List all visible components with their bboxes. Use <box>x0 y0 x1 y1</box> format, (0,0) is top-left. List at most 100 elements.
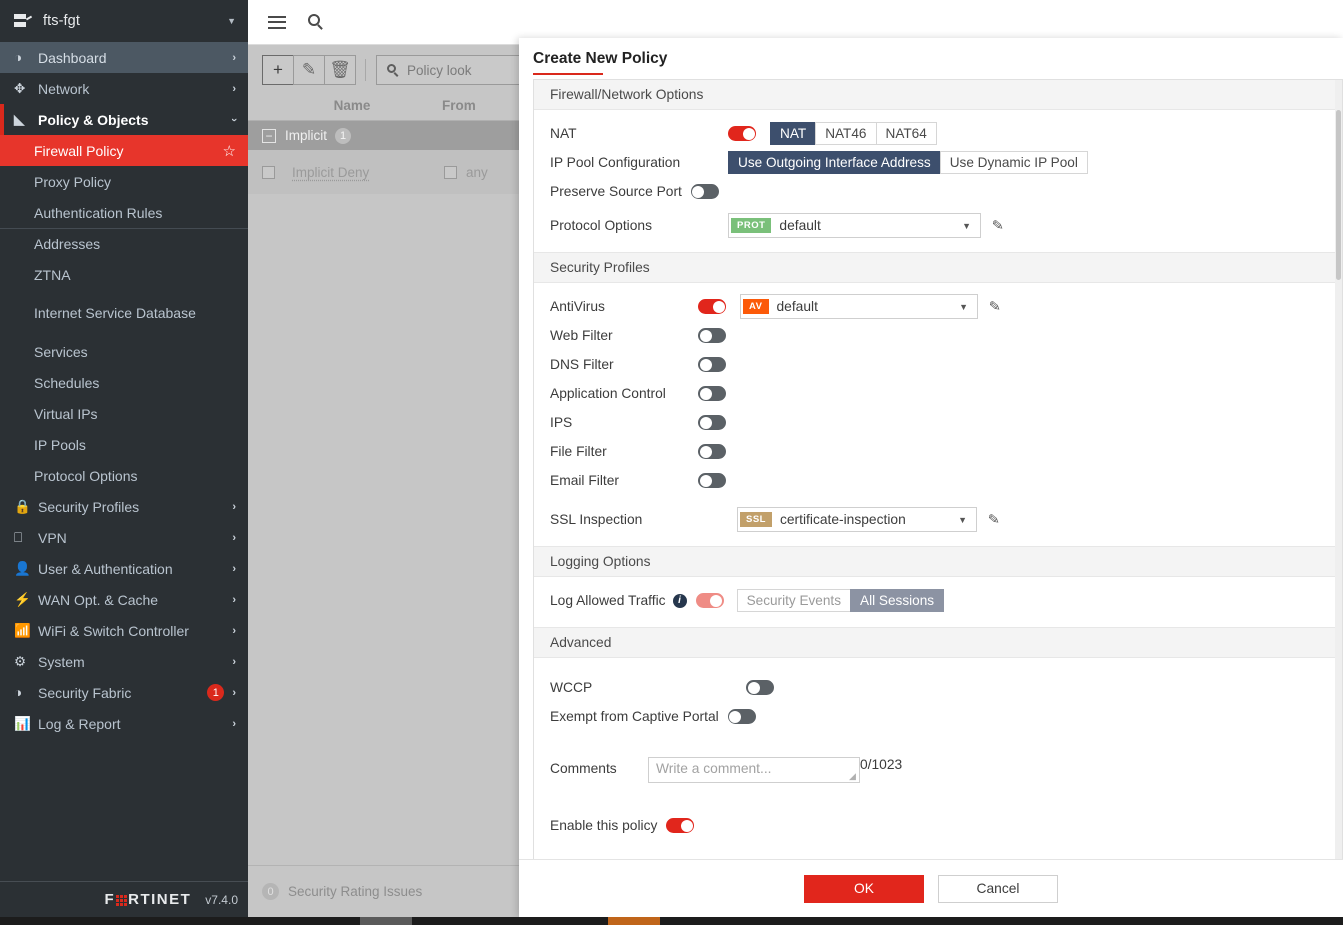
chevron-down-icon[interactable]: ▼ <box>958 514 967 525</box>
sidebar-item-proxy-policy[interactable]: Proxy Policy <box>0 166 248 197</box>
column-header-from[interactable]: From <box>442 98 476 113</box>
antivirus-profile-dropdown[interactable]: AV default ▼ <box>740 294 978 319</box>
sidebar-item-firewall-policy[interactable]: Firewall Policy ☆ <box>0 135 248 166</box>
protocol-options-dropdown[interactable]: PROT default ▼ <box>728 213 981 238</box>
edit-antivirus-pencil-icon[interactable]: ✎ <box>988 297 1002 315</box>
ips-toggle[interactable] <box>698 415 726 430</box>
web-filter-toggle[interactable] <box>698 328 726 343</box>
sidebar-item-security-fabric[interactable]: ◑ Security Fabric 1 › <box>0 677 248 708</box>
delete-button[interactable]: 🗑 <box>324 55 356 85</box>
sidebar-footer: F RTINET v7.4.0 <box>0 881 248 917</box>
section-body-advanced: WCCP Exempt from Captive Portal Comments… <box>534 658 1342 852</box>
create-new-button[interactable]: + <box>262 55 294 85</box>
segment-nat[interactable]: NAT <box>770 122 817 145</box>
sidebar-item-vpn[interactable]: ⎕ VPN › <box>0 522 248 553</box>
sidebar-item-ztna[interactable]: ZTNA <box>0 259 248 290</box>
dns-filter-toggle[interactable] <box>698 357 726 372</box>
dialog-scrollbar[interactable] <box>1335 80 1342 859</box>
enable-policy-toggle[interactable] <box>666 818 695 833</box>
cell-from: any <box>444 165 488 180</box>
sidebar-subitem-label: IP Pools <box>34 436 86 453</box>
row-checkbox[interactable] <box>262 165 275 179</box>
segment-nat64[interactable]: NAT64 <box>875 122 937 145</box>
cancel-button[interactable]: Cancel <box>938 874 1058 903</box>
edit-button[interactable]: ✎ <box>293 55 325 85</box>
segment-all-sessions[interactable]: All Sessions <box>850 589 945 612</box>
sidebar-item-system[interactable]: ⚙ System › <box>0 646 248 677</box>
chevron-right-icon: › <box>232 82 236 95</box>
field-wccp: WCCP <box>534 673 1342 702</box>
sidebar-item-log-report[interactable]: 📊 Log & Report › <box>0 708 248 739</box>
sidebar-item-security-profiles[interactable]: 🔒 Security Profiles › <box>0 491 248 522</box>
edit-ssl-inspection-pencil-icon[interactable]: ✎ <box>987 510 1001 528</box>
antivirus-profile-value: default <box>776 299 818 314</box>
ok-button[interactable]: OK <box>804 874 924 903</box>
policy-table-header: Name From <box>248 94 1343 120</box>
field-email-filter: Email Filter <box>534 466 1342 495</box>
nat-toggle[interactable] <box>728 126 756 141</box>
policy-toolbar: + ✎ 🗑 Policy look <box>248 45 1343 94</box>
field-antivirus: AntiVirus AV default ▼ ✎ <box>534 292 1342 321</box>
sidebar-subitem-label: ZTNA <box>34 266 71 283</box>
sidebar-item-label: Log & Report <box>38 715 121 732</box>
dialog-body: Firewall/Network Options NAT NAT NAT46 N… <box>533 79 1343 859</box>
comments-textarea[interactable]: Write a comment... ◢ <box>648 757 860 783</box>
application-control-toggle[interactable] <box>698 386 726 401</box>
sidebar-item-schedules[interactable]: Schedules <box>0 367 248 398</box>
sidebar-item-ip-pools[interactable]: IP Pools <box>0 429 248 460</box>
sidebar-item-user-authentication[interactable]: 👤 User & Authentication › <box>0 553 248 584</box>
sidebar-item-internet-service-database[interactable]: Internet Service Database <box>0 290 248 336</box>
hamburger-icon[interactable] <box>268 15 286 29</box>
favorite-star-icon[interactable]: ☆ <box>222 142 236 160</box>
av-badge: AV <box>743 298 769 315</box>
resize-handle-icon[interactable]: ◢ <box>849 771 856 781</box>
chevron-right-icon: › <box>232 531 236 544</box>
wccp-toggle[interactable] <box>746 680 774 695</box>
segment-use-dynamic-ip-pool[interactable]: Use Dynamic IP Pool <box>939 151 1088 174</box>
toolbar-divider <box>365 59 366 81</box>
edit-protocol-options-pencil-icon[interactable]: ✎ <box>991 216 1005 234</box>
file-filter-toggle[interactable] <box>698 444 726 459</box>
chevron-down-icon[interactable]: ▼ <box>962 220 971 231</box>
taskbar-item-grey[interactable] <box>360 917 412 925</box>
nat-label: NAT <box>550 126 577 141</box>
chevron-down-icon[interactable]: ▼ <box>959 301 968 312</box>
device-icon <box>14 13 33 29</box>
sidebar-item-dashboard[interactable]: ◑ Dashboard › <box>0 42 248 73</box>
os-taskbar <box>0 917 1343 925</box>
sidebar-item-wan-opt-cache[interactable]: ⚡ WAN Opt. & Cache › <box>0 584 248 615</box>
ssl-inspection-dropdown[interactable]: SSL certificate-inspection ▼ <box>737 507 977 532</box>
column-header-name[interactable]: Name <box>333 98 371 113</box>
collapse-icon[interactable]: − <box>262 128 276 143</box>
sidebar-item-network[interactable]: ✥ Network › <box>0 73 248 104</box>
segment-use-outgoing-interface-address[interactable]: Use Outgoing Interface Address <box>728 151 941 174</box>
device-selector[interactable]: fts-fgt ▼ <box>0 0 248 42</box>
dialog-scrollbar-thumb[interactable] <box>1336 110 1341 280</box>
email-filter-toggle[interactable] <box>698 473 726 488</box>
taskbar-item-orange[interactable] <box>608 917 660 925</box>
chevron-down-icon[interactable]: ▼ <box>227 16 236 26</box>
info-icon[interactable]: i <box>672 593 687 608</box>
dns-filter-label: DNS Filter <box>550 357 614 372</box>
log-mode-segmented: Security Events All Sessions <box>736 589 945 612</box>
search-icon[interactable] <box>308 13 325 31</box>
sidebar-item-addresses[interactable]: Addresses <box>0 228 248 259</box>
sidebar-item-protocol-options[interactable]: Protocol Options <box>0 460 248 491</box>
sidebar-item-virtual-ips[interactable]: Virtual IPs <box>0 398 248 429</box>
sidebar-item-authentication-rules[interactable]: Authentication Rules <box>0 197 248 228</box>
move-icon: ✥ <box>14 80 26 96</box>
sidebar-item-policy-objects[interactable]: ◣ Policy & Objects › <box>0 104 248 135</box>
title-underline <box>533 73 603 75</box>
sidebar-item-services[interactable]: Services <box>0 336 248 367</box>
antivirus-toggle[interactable] <box>698 299 726 314</box>
dialog-title: Create New Policy <box>533 50 668 67</box>
log-allowed-traffic-toggle[interactable] <box>695 593 724 608</box>
preserve-source-port-toggle[interactable] <box>690 184 719 199</box>
segment-nat46[interactable]: NAT46 <box>815 122 877 145</box>
protocol-options-value: default <box>779 218 821 233</box>
sidebar-nav: ◑ Dashboard › ✥ Network › ◣ Policy & Obj… <box>0 42 248 881</box>
policy-icon: ◣ <box>14 111 25 127</box>
sidebar-item-wifi-switch-controller[interactable]: 📶 WiFi & Switch Controller › <box>0 615 248 646</box>
segment-security-events[interactable]: Security Events <box>736 589 852 612</box>
exempt-captive-portal-toggle[interactable] <box>727 709 756 724</box>
